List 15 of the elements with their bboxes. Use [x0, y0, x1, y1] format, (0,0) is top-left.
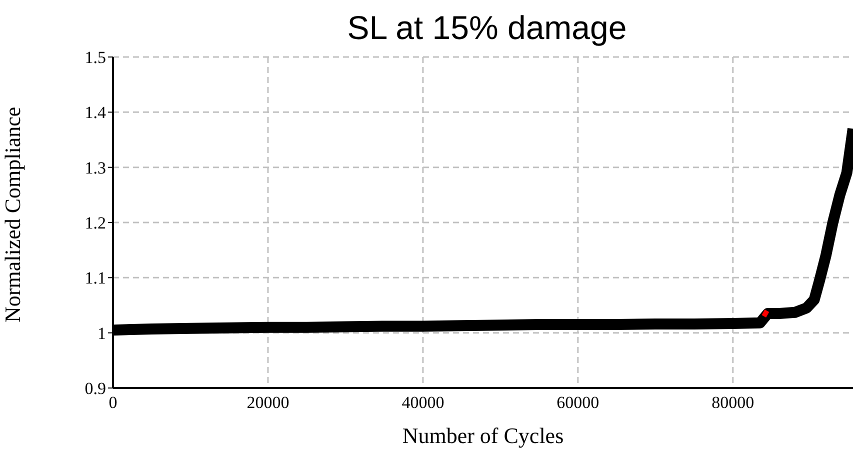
x-tick-label: 60000	[556, 393, 600, 412]
x-tick-label: 20000	[246, 393, 290, 412]
y-tick-label: 1.4	[84, 103, 106, 122]
y-axis-title: Normalized Compliance	[0, 106, 25, 322]
y-tick-label: 1.1	[84, 268, 106, 288]
x-tick-label: 80000	[712, 393, 754, 412]
x-tick-label: 40000	[402, 393, 444, 412]
y-tick-label: 0.9	[84, 379, 106, 398]
y-tick-label: 1.5	[84, 48, 106, 68]
chart-title: SL at 15% damage	[346, 8, 628, 48]
y-tick-label: 1.2	[84, 214, 106, 233]
x-tick-label: 0	[108, 393, 118, 412]
y-tick-label: 1.3	[84, 158, 106, 178]
y-tick-label: 1	[98, 324, 106, 343]
x-axis-title: Number of Cycles	[402, 423, 564, 448]
